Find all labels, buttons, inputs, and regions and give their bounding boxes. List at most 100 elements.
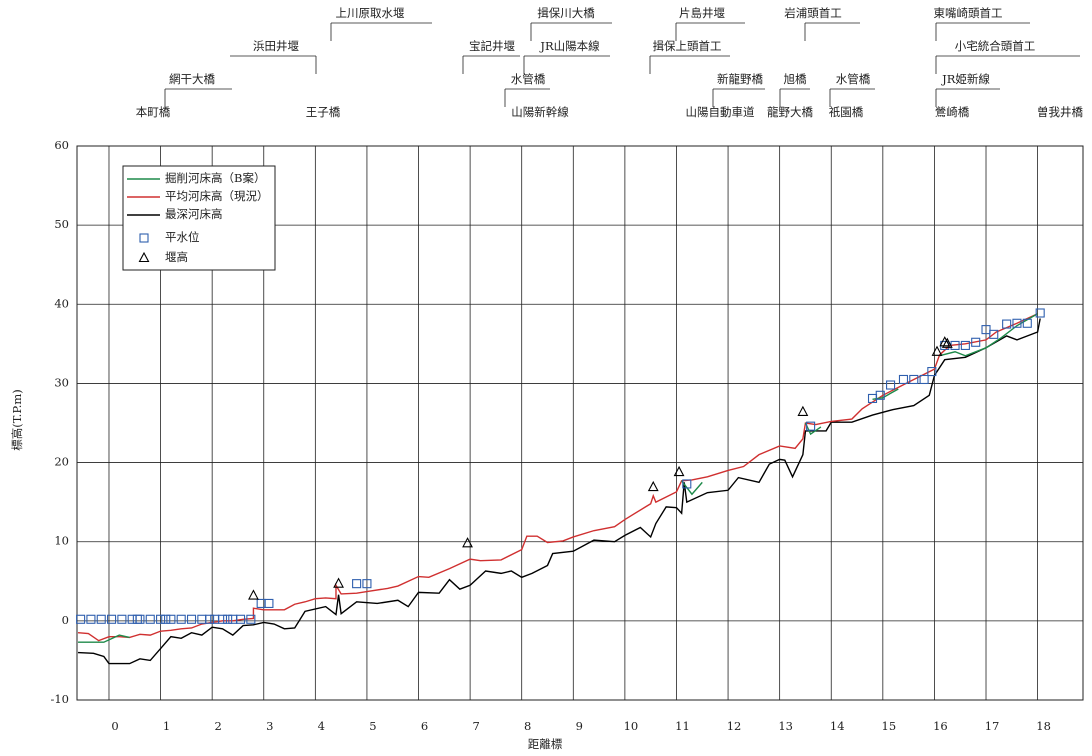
water-level-point (1022, 318, 1032, 328)
y-tick-label: 10 (54, 534, 69, 548)
annotation: 網干大橋 (169, 72, 215, 86)
x-tick-label: 15 (882, 719, 897, 733)
x-tick-label: 18 (1036, 719, 1051, 733)
water-level-point (127, 614, 137, 624)
annotation: 東嘴崎頭首工 (934, 6, 1003, 20)
legend-swatch (139, 233, 149, 243)
water-level-point (228, 614, 238, 624)
annotation: 新龍野橋 (717, 72, 763, 86)
water-level-point (166, 614, 176, 624)
x-tick-label: 5 (369, 719, 376, 733)
water-level-point (352, 579, 362, 589)
legend-label: 最深河床高 (165, 207, 223, 221)
annotation: 揖保川大橋 (537, 6, 595, 20)
water-level-point (898, 374, 909, 385)
annotation: 山陽新幹線 (511, 105, 569, 119)
weir-point (939, 336, 951, 347)
y-axis-label: 標高(T.P.m) (10, 389, 24, 451)
x-tick-label: 3 (266, 719, 273, 733)
weir-point (647, 480, 659, 492)
weir-point (941, 337, 953, 348)
legend-label: 堰高 (165, 250, 188, 264)
water-level-point (886, 380, 896, 390)
water-level-point (806, 421, 816, 431)
x-axis-label: 距離標 (528, 737, 563, 751)
water-level-point (117, 614, 127, 624)
weir-point (931, 345, 943, 356)
annotation: 浜田井堰 (253, 39, 299, 53)
y-tick-label: -10 (50, 692, 69, 706)
water-level-point (1012, 318, 1022, 328)
weir-point (462, 537, 473, 548)
series-line (78, 313, 1038, 643)
water-level-point (682, 479, 692, 489)
legend-box (122, 165, 276, 271)
y-tick-label: 20 (54, 455, 69, 469)
x-tick-label: 16 (933, 719, 948, 733)
x-tick-label: 13 (778, 719, 793, 733)
annotation: 本町橋 (136, 105, 171, 119)
x-tick-label: 1 (163, 719, 170, 733)
annotation: 上川原取水堰 (336, 6, 405, 20)
water-level-point (989, 329, 999, 339)
water-level-point (217, 614, 228, 624)
y-tick-label: 60 (54, 138, 69, 152)
x-tick-label: 11 (675, 719, 690, 733)
annotation: 山陽自動車道 (686, 105, 755, 119)
water-level-point (176, 614, 186, 624)
legend-label: 平均河床高（現況） (165, 189, 269, 203)
legend-swatch (138, 251, 150, 263)
x-tick-label: 10 (624, 719, 639, 733)
water-level-point (981, 325, 991, 335)
annotation: 龍野大橋 (767, 105, 813, 119)
water-level-point (1002, 319, 1012, 329)
annotation: 曽我井橋 (1037, 105, 1083, 119)
x-tick-label: 7 (472, 719, 479, 733)
water-level-point (135, 614, 145, 624)
water-level-point (909, 374, 919, 385)
water-level-point (161, 614, 171, 624)
water-level-point (960, 340, 970, 350)
y-tick-label: 0 (62, 613, 69, 627)
annotation: 祇園橋 (829, 105, 864, 119)
water-level-point (186, 614, 197, 624)
water-level-point (875, 390, 885, 400)
legend-label: 平水位 (165, 230, 200, 244)
annotation: JR姫新線 (941, 72, 990, 86)
weir-point (797, 405, 809, 416)
x-tick-label: 12 (727, 719, 742, 733)
weir-point (333, 577, 344, 588)
y-tick-label: 40 (54, 296, 69, 310)
series-line (77, 313, 1038, 642)
x-tick-label: 9 (576, 719, 583, 733)
y-tick-label: 30 (54, 375, 69, 389)
water-level-point (919, 374, 929, 385)
water-level-point (205, 614, 215, 624)
x-tick-label: 2 (215, 719, 222, 733)
series-line (77, 318, 1041, 665)
annotation: 水管橋 (511, 72, 546, 86)
annotation: 小宅統合頭首工 (955, 39, 1036, 53)
water-level-point (76, 614, 86, 624)
annotation: 揖保上頭首工 (653, 39, 722, 53)
legend-label: 掘削河床高（B案） (165, 171, 265, 185)
series-points (76, 308, 1045, 624)
x-tick-label: 6 (421, 719, 428, 733)
x-tick-label: 4 (318, 719, 325, 733)
annotation: 宝記井堰 (469, 39, 515, 53)
water-level-point (246, 614, 256, 624)
water-level-point (156, 614, 166, 624)
water-level-point (223, 614, 233, 624)
annotation: 水管橋 (836, 72, 871, 86)
water-level-point (86, 614, 96, 624)
x-tick-label: 0 (111, 719, 118, 733)
water-level-point (197, 614, 207, 624)
annotation: 旭橋 (784, 72, 807, 86)
weir-point (248, 589, 259, 600)
water-level-point (1035, 308, 1045, 318)
water-level-point (235, 614, 246, 624)
water-level-point (132, 614, 142, 624)
water-level-point (107, 614, 117, 624)
